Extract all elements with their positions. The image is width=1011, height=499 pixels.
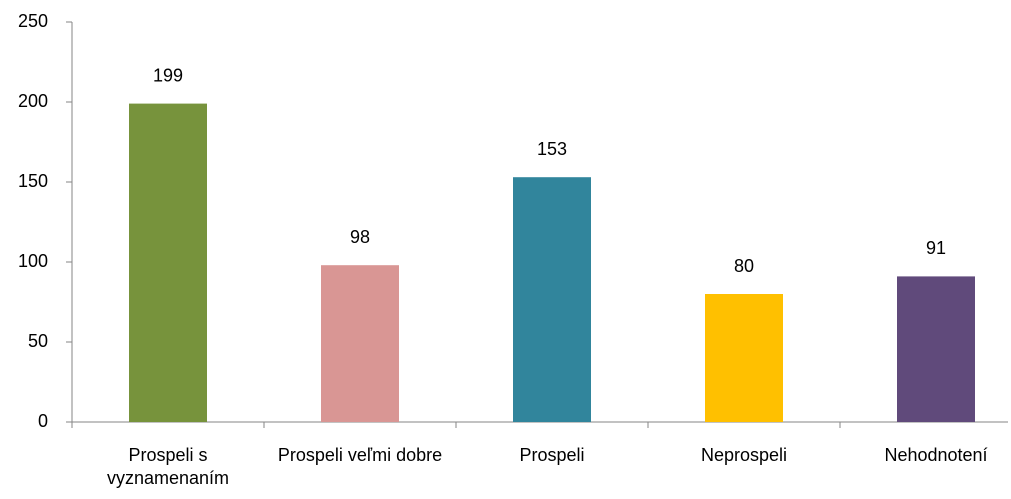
bar (321, 265, 399, 422)
bar (513, 177, 591, 422)
y-tick-label: 250 (18, 11, 48, 31)
y-tick-label: 150 (18, 171, 48, 191)
y-tick-label: 200 (18, 91, 48, 111)
value-label: 153 (537, 139, 567, 159)
x-tick-label: Prospeli (519, 445, 585, 465)
x-tick-label: Nehodnotení (884, 445, 988, 465)
x-tick-label: Prospeli s vyznamenaním (106, 445, 230, 488)
y-tick-label: 100 (18, 251, 48, 271)
value-label: 91 (926, 238, 946, 258)
bar (897, 276, 975, 422)
bar (705, 294, 783, 422)
x-tick-label: Prospeli veľmi dobre (277, 445, 443, 465)
value-label: 98 (350, 227, 370, 247)
y-tick-label: 50 (28, 331, 48, 351)
value-label: 80 (734, 256, 754, 276)
y-tick-label: 0 (38, 411, 48, 431)
x-tick-label: Neprospeli (700, 445, 788, 465)
value-label: 199 (153, 65, 183, 85)
bar (129, 103, 207, 422)
